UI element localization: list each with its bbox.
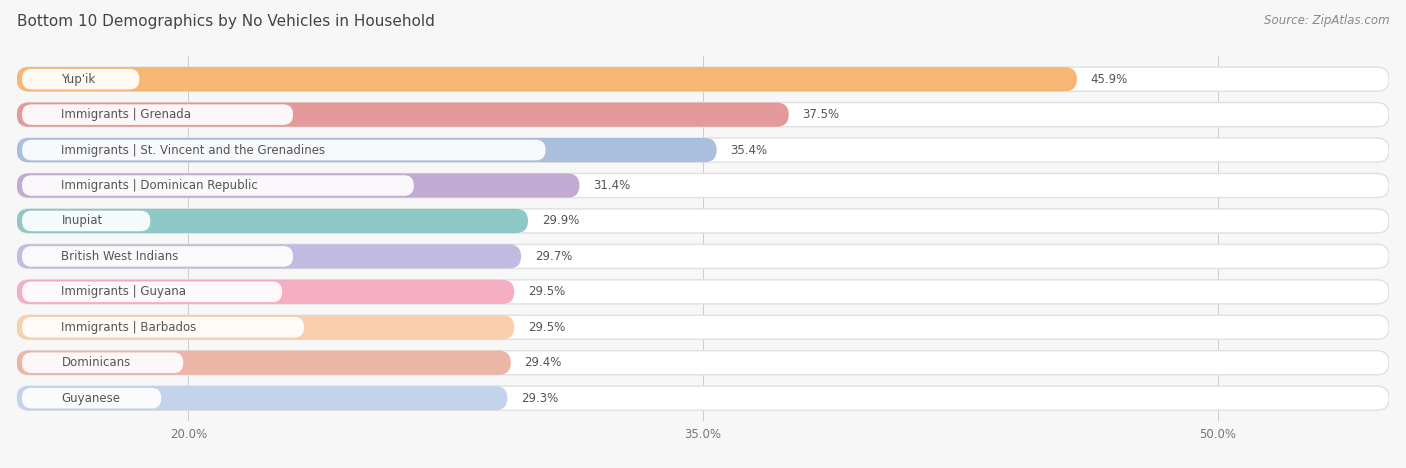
Text: Source: ZipAtlas.com: Source: ZipAtlas.com (1264, 14, 1389, 27)
Text: Immigrants | Grenada: Immigrants | Grenada (62, 108, 191, 121)
FancyBboxPatch shape (22, 211, 150, 231)
FancyBboxPatch shape (17, 386, 508, 410)
FancyBboxPatch shape (17, 209, 529, 233)
Text: 37.5%: 37.5% (803, 108, 839, 121)
FancyBboxPatch shape (22, 104, 292, 125)
Text: 45.9%: 45.9% (1091, 73, 1128, 86)
FancyBboxPatch shape (17, 315, 515, 339)
Text: 29.3%: 29.3% (522, 392, 558, 405)
Text: Immigrants | St. Vincent and the Grenadines: Immigrants | St. Vincent and the Grenadi… (62, 144, 326, 157)
FancyBboxPatch shape (17, 386, 1389, 410)
FancyBboxPatch shape (22, 282, 283, 302)
FancyBboxPatch shape (17, 174, 1389, 197)
Text: British West Indians: British West Indians (62, 250, 179, 263)
Text: Immigrants | Barbados: Immigrants | Barbados (62, 321, 197, 334)
Text: 29.7%: 29.7% (534, 250, 572, 263)
Text: Guyanese: Guyanese (62, 392, 121, 405)
FancyBboxPatch shape (22, 352, 183, 373)
Text: Inupiat: Inupiat (62, 214, 103, 227)
Text: 29.5%: 29.5% (529, 321, 565, 334)
FancyBboxPatch shape (17, 174, 579, 197)
FancyBboxPatch shape (17, 351, 1389, 375)
FancyBboxPatch shape (17, 209, 1389, 233)
Text: 29.9%: 29.9% (541, 214, 579, 227)
FancyBboxPatch shape (17, 315, 1389, 339)
FancyBboxPatch shape (17, 280, 1389, 304)
FancyBboxPatch shape (22, 69, 139, 89)
Text: 29.4%: 29.4% (524, 356, 562, 369)
FancyBboxPatch shape (17, 244, 522, 269)
Text: Immigrants | Guyana: Immigrants | Guyana (62, 285, 187, 298)
FancyBboxPatch shape (17, 102, 1389, 127)
FancyBboxPatch shape (22, 175, 413, 196)
Text: Yup'ik: Yup'ik (62, 73, 96, 86)
Text: Immigrants | Dominican Republic: Immigrants | Dominican Republic (62, 179, 259, 192)
Text: 35.4%: 35.4% (731, 144, 768, 157)
FancyBboxPatch shape (17, 138, 717, 162)
Text: Dominicans: Dominicans (62, 356, 131, 369)
FancyBboxPatch shape (22, 388, 162, 409)
FancyBboxPatch shape (22, 317, 304, 337)
Text: 29.5%: 29.5% (529, 285, 565, 298)
Text: Bottom 10 Demographics by No Vehicles in Household: Bottom 10 Demographics by No Vehicles in… (17, 14, 434, 29)
FancyBboxPatch shape (17, 280, 515, 304)
FancyBboxPatch shape (17, 102, 789, 127)
FancyBboxPatch shape (17, 244, 1389, 269)
FancyBboxPatch shape (17, 351, 510, 375)
FancyBboxPatch shape (17, 67, 1077, 91)
FancyBboxPatch shape (22, 140, 546, 161)
FancyBboxPatch shape (17, 138, 1389, 162)
FancyBboxPatch shape (22, 246, 292, 267)
Text: 31.4%: 31.4% (593, 179, 630, 192)
FancyBboxPatch shape (17, 67, 1389, 91)
